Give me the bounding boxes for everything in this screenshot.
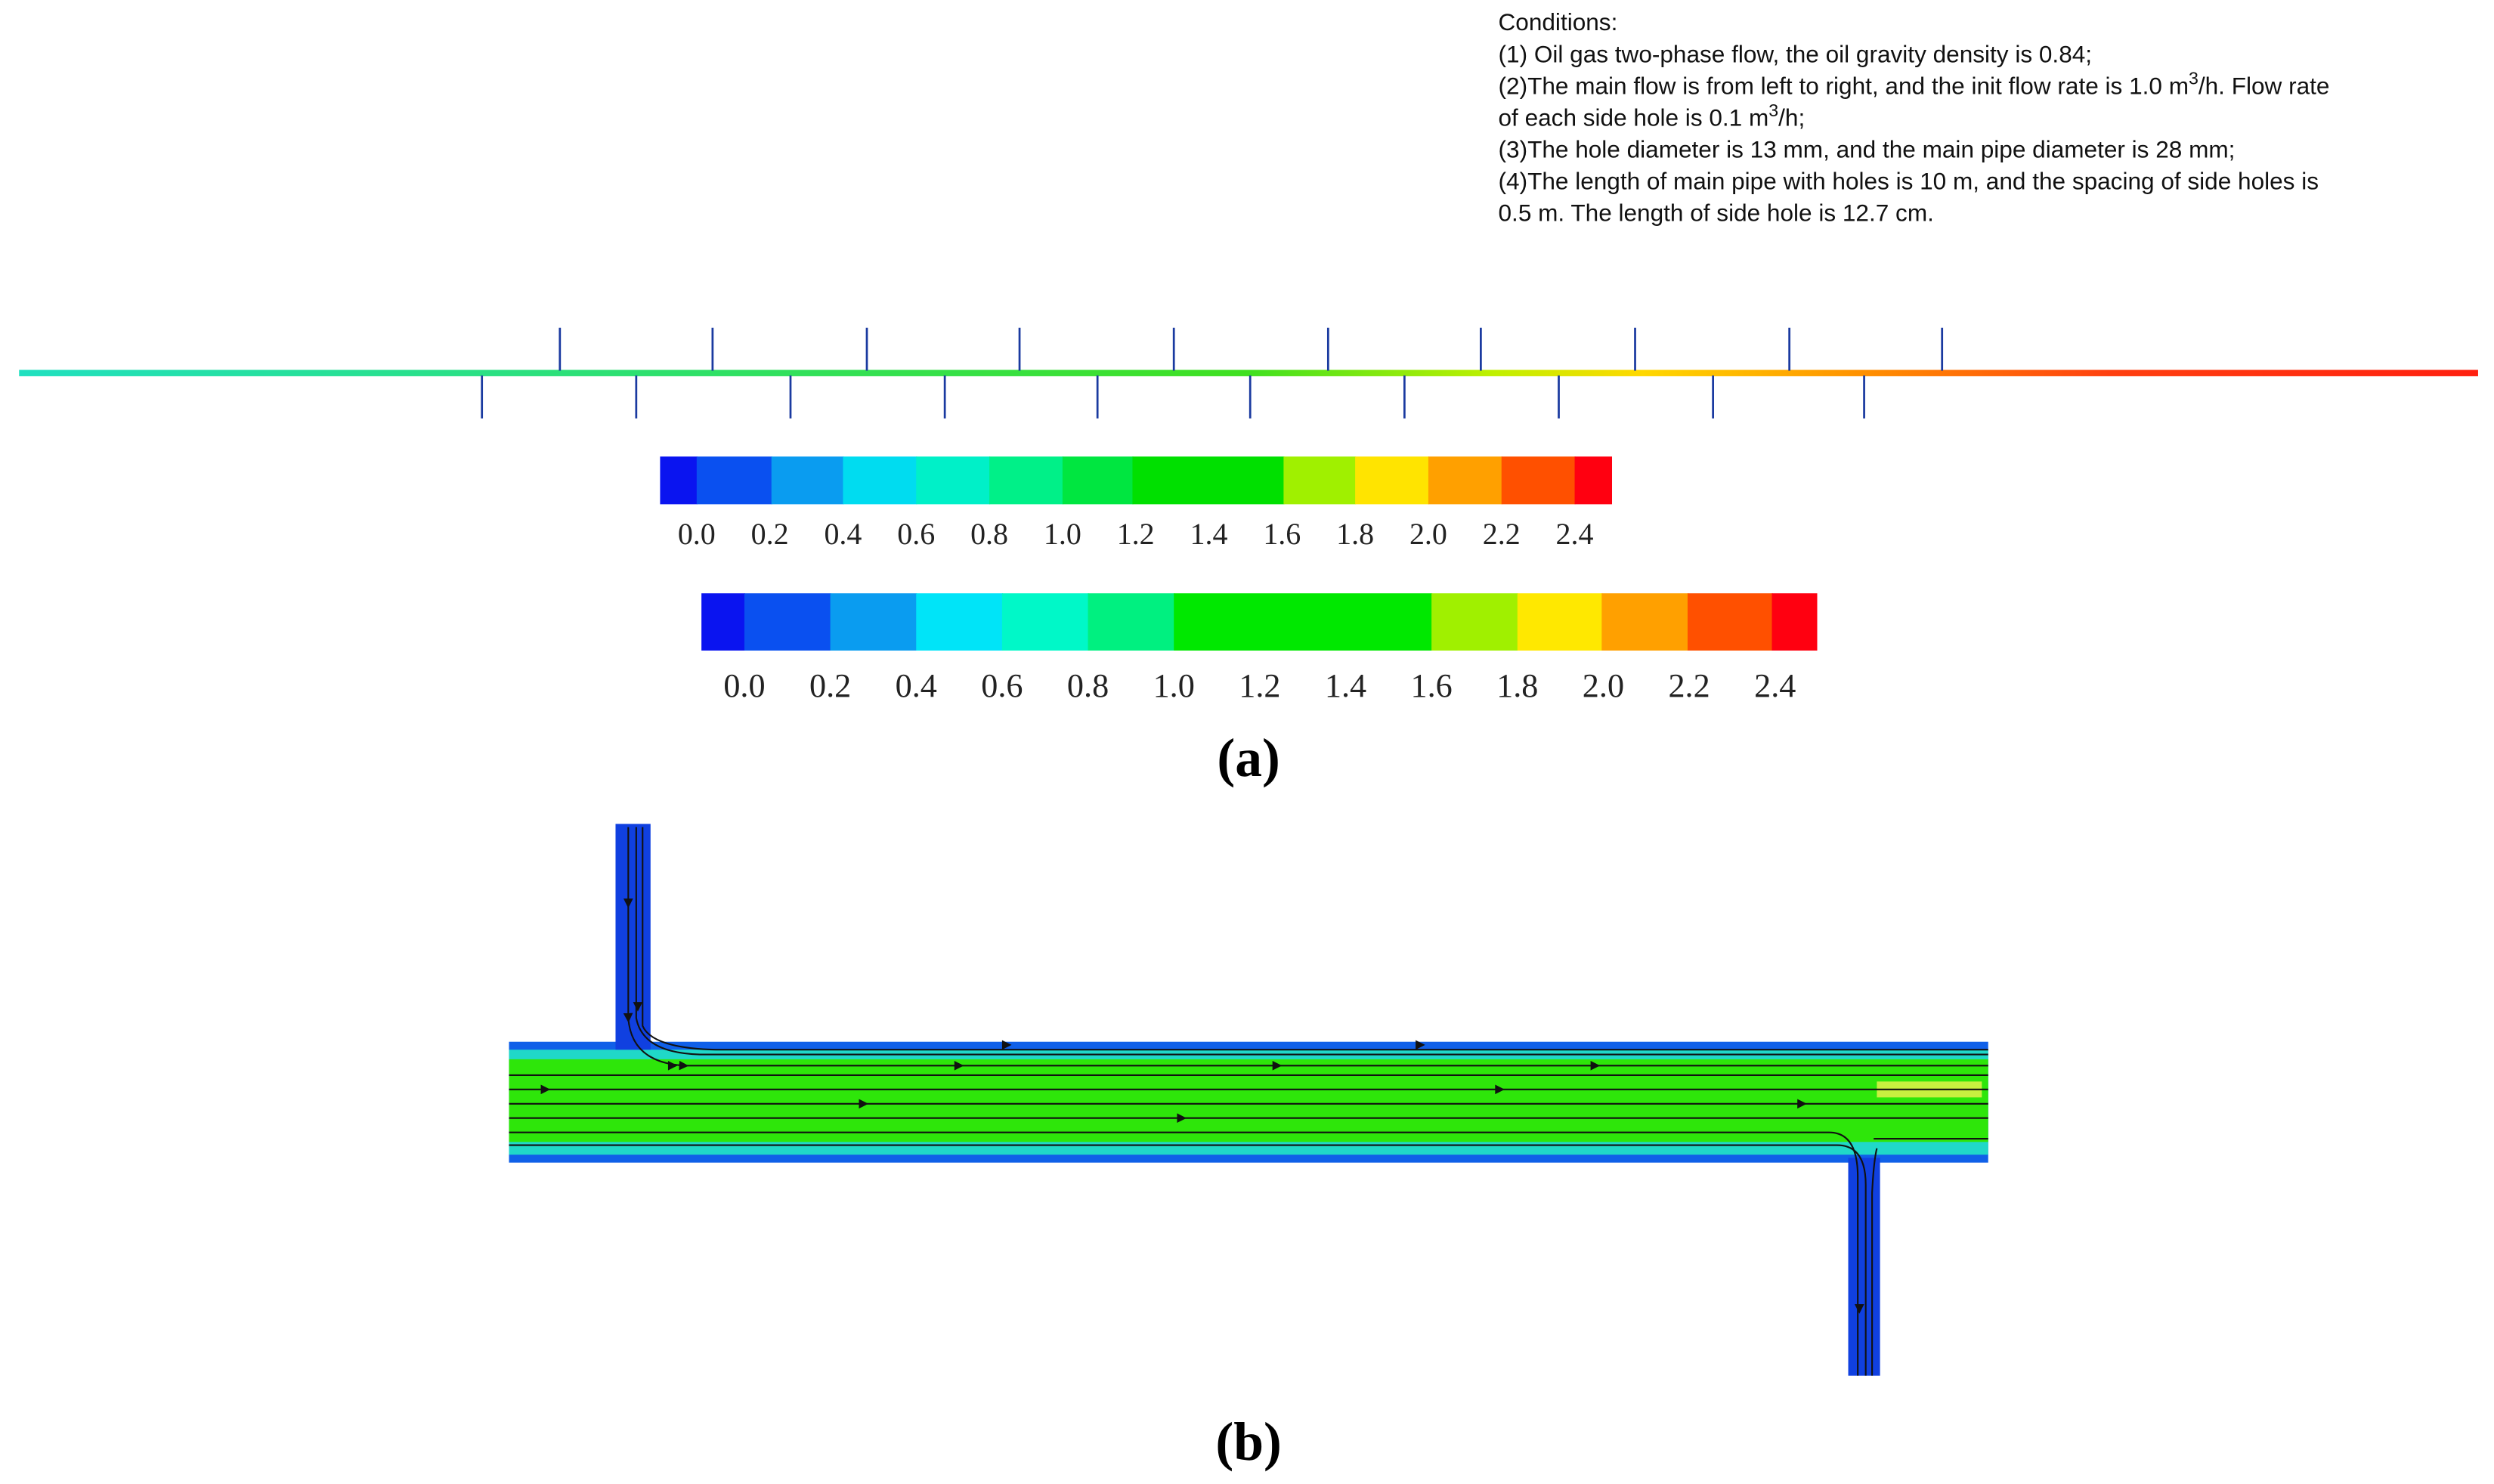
flow-detail (509, 824, 1988, 1376)
colorbar-label: 1.6 (1263, 517, 1301, 551)
colorbar-segment (1501, 456, 1576, 505)
colorbar-label: 1.6 (1411, 667, 1453, 704)
condition-text: of each side hole is 0.1 m (1499, 104, 1769, 131)
colorbar-segment (660, 456, 698, 505)
colorbar-label: 2.2 (1668, 667, 1710, 704)
conditions-title: Conditions: (1499, 8, 1618, 36)
side-holes (481, 327, 1944, 419)
condition-text: (4)The length of main pipe with holes is… (1499, 168, 2319, 195)
main-pipe (19, 369, 2478, 376)
colorbar-label: 0.0 (678, 517, 716, 551)
panel-label: (a) (1217, 728, 1279, 788)
colorbar-label: 1.2 (1239, 667, 1280, 704)
superscript: 3 (2189, 69, 2198, 88)
colorbar-label: 0.2 (809, 667, 851, 704)
colorbar-segment (744, 593, 831, 651)
colorbar-segment (1062, 456, 1134, 505)
colorbar-segment (916, 456, 991, 505)
colorbar-segment (916, 593, 1003, 651)
conditions: (1) Oil gas two-phase flow, the oil grav… (1499, 40, 2330, 226)
colorbar-segment (989, 456, 1063, 505)
colorbar-segment (1088, 593, 1175, 651)
colorbar-segment (843, 456, 917, 505)
arrows (540, 898, 1864, 1314)
condition-text: /h; (1778, 104, 1805, 131)
colorbars: 0.0 0.2 0.4 0.6 0.8 1.0 1.2 1.4 1.6 1.8 2.0 2.2 2.4 0… (660, 456, 1818, 704)
colorbar-segment (830, 593, 917, 651)
colorbar-label: 2.0 (1409, 517, 1447, 551)
colorbar-segment (1431, 593, 1518, 651)
colorbar-segment (1574, 456, 1613, 505)
inlet-hole (615, 824, 651, 1050)
colorbar-label: 1.4 (1190, 517, 1228, 551)
colorbar-label: 0.8 (970, 517, 1008, 551)
pipe-core (509, 1059, 1988, 1142)
colorbar-label: 0.8 (1067, 667, 1109, 704)
colorbar-label: 1.0 (1044, 517, 1081, 551)
colorbar-label: 0.6 (981, 667, 1023, 704)
colorbar-label: 0.0 (723, 667, 765, 704)
colorbar-segment (1601, 593, 1689, 651)
colorbar-segment (1517, 593, 1603, 651)
superscript: 3 (1768, 100, 1778, 120)
colorbar-segment (1174, 593, 1433, 651)
condition-text: (2)The main flow is from left to right, … (1499, 72, 2189, 99)
condition-line: 0.5 m. The length of side hole is 12.7 c… (1499, 199, 1934, 227)
condition-line: (2)The main flow is from left to right, … (1499, 69, 2330, 100)
condition-text: /h. Flow rate (2198, 72, 2330, 99)
colorbar-label: 1.4 (1325, 667, 1366, 704)
colorbar-segment (1355, 456, 1429, 505)
colorbar-label: 2.2 (1483, 517, 1521, 551)
colorbar-segment (1001, 593, 1089, 651)
streamlines (509, 827, 1988, 1376)
colorbar-label: 0.6 (897, 517, 935, 551)
condition-line: of each side hole is 0.1 m3/h; (1499, 100, 1806, 131)
panel-label: (b) (1215, 1412, 1281, 1472)
colorbar-label: 1.8 (1336, 517, 1374, 551)
colorbar-label: 1.0 (1153, 667, 1195, 704)
colorbar-label: 0.2 (751, 517, 789, 551)
colorbar-label: 1.2 (1117, 517, 1155, 551)
colorbar-label: 1.8 (1496, 667, 1538, 704)
colorbar-label: 2.4 (1556, 517, 1594, 551)
condition-text: (3)The hole diameter is 13 mm, and the m… (1499, 136, 2236, 163)
colorbar-segment (1687, 593, 1773, 651)
colorbar-label: 2.0 (1583, 667, 1624, 704)
colorbar-segment (1771, 593, 1818, 651)
colorbar-segment (696, 456, 772, 505)
condition-text: (1) Oil gas two-phase flow, the oil grav… (1499, 40, 2093, 67)
outlet-hole (1848, 1158, 1880, 1376)
colorbar-segment (771, 456, 844, 505)
condition-text: 0.5 m. The length of side hole is 12.7 c… (1499, 199, 1934, 227)
colorbar-segment (1132, 456, 1285, 505)
condition-line: (3)The hole diameter is 13 mm, and the m… (1499, 136, 2236, 163)
condition-line: (4)The length of main pipe with holes is… (1499, 168, 2319, 195)
colorbar-segment (701, 593, 746, 651)
condition-line: (1) Oil gas two-phase flow, the oil grav… (1499, 40, 2093, 67)
colorbar-segment (1283, 456, 1357, 505)
colorbar-label: 2.4 (1754, 667, 1796, 704)
colorbar-label: 0.4 (824, 517, 862, 551)
colorbar-segment (1428, 456, 1502, 505)
colorbar-label: 0.4 (896, 667, 937, 704)
